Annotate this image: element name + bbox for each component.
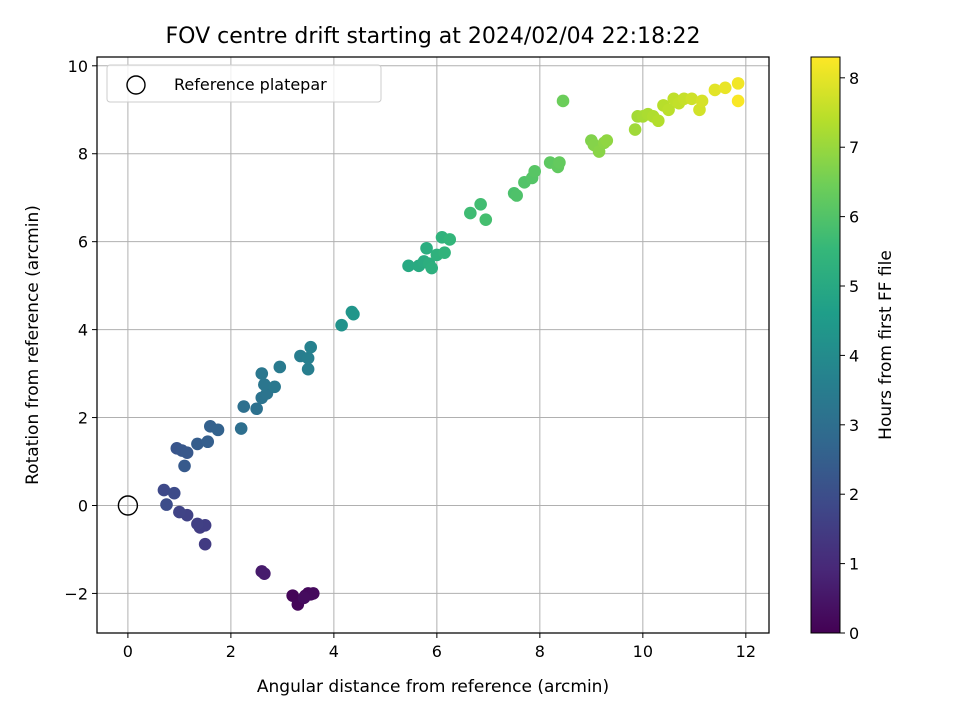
data-point xyxy=(443,233,457,246)
data-point xyxy=(191,517,204,531)
y-tick-label: 6 xyxy=(78,233,88,252)
data-point xyxy=(157,483,171,497)
data-point xyxy=(250,402,263,416)
legend: Reference platepar xyxy=(106,64,382,103)
data-point xyxy=(402,259,415,273)
data-point xyxy=(731,77,745,90)
chart-title: FOV centre drift starting at 2024/02/04 … xyxy=(166,24,701,49)
data-point xyxy=(167,486,181,500)
data-point xyxy=(553,156,566,169)
data-point xyxy=(255,367,269,380)
colorbar-tick-label: 5 xyxy=(849,277,859,296)
y-axis-label: Rotation from reference (arcmin) xyxy=(23,205,43,485)
data-point xyxy=(420,241,433,255)
data-point xyxy=(178,459,191,473)
x-tick-label: 2 xyxy=(226,642,236,661)
data-point xyxy=(304,340,318,354)
data-point xyxy=(335,318,348,332)
colorbar-tick-label: 1 xyxy=(849,555,859,574)
colorbar-tick-label: 0 xyxy=(849,624,859,643)
y-tick-label: 4 xyxy=(78,321,88,340)
colorbar-tick-label: 6 xyxy=(849,208,859,227)
data-point xyxy=(651,114,665,128)
data-point xyxy=(628,123,642,136)
data-point xyxy=(347,307,360,321)
data-point xyxy=(258,567,271,580)
data-point xyxy=(718,81,732,95)
data-points xyxy=(157,77,745,611)
data-point xyxy=(198,537,212,551)
y-tick-label: 10 xyxy=(68,57,88,76)
data-point xyxy=(438,246,451,259)
colorbar xyxy=(810,56,841,634)
data-point xyxy=(273,360,287,374)
x-tick-label: 6 xyxy=(432,642,442,661)
data-point xyxy=(237,400,251,413)
data-point xyxy=(211,423,225,437)
data-point xyxy=(695,94,709,108)
data-point xyxy=(425,261,439,275)
data-point xyxy=(160,498,173,511)
data-point xyxy=(297,591,311,605)
data-point xyxy=(301,362,315,376)
x-axis-label: Angular distance from reference (arcmin) xyxy=(257,677,609,697)
x-tick-label: 12 xyxy=(736,642,756,661)
data-point xyxy=(600,134,614,147)
colorbar-tick-label: 2 xyxy=(849,485,859,504)
y-tick-label: −2 xyxy=(64,584,88,603)
axis-ticks: 0 2 4 6 8 10 12 −2 0 2 4 6 8 10 xyxy=(64,57,756,661)
data-point xyxy=(708,83,722,97)
data-point xyxy=(180,446,194,460)
data-point xyxy=(234,422,248,435)
data-point xyxy=(474,197,487,211)
data-point xyxy=(479,213,493,226)
data-point xyxy=(173,505,186,519)
legend-open-circle-icon xyxy=(126,75,146,95)
data-point xyxy=(662,103,675,117)
reference-marker xyxy=(117,495,139,516)
grid-lines xyxy=(97,57,769,633)
legend-label: Reference platepar xyxy=(174,75,327,94)
y-tick-label: 2 xyxy=(78,409,88,428)
plot-area-frame xyxy=(96,56,770,634)
data-point xyxy=(528,165,542,178)
data-point xyxy=(258,378,271,391)
x-tick-label: 8 xyxy=(535,642,545,661)
data-point xyxy=(685,92,699,106)
colorbar-tick-label: 4 xyxy=(849,346,859,365)
x-tick-label: 4 xyxy=(329,642,339,661)
data-point xyxy=(556,94,570,108)
colorbar-ticks: 0 1 2 3 4 5 6 7 8 xyxy=(840,69,859,643)
data-point xyxy=(268,380,281,394)
colorbar-tick-label: 7 xyxy=(849,138,859,157)
y-tick-label: 8 xyxy=(78,145,88,164)
colorbar-tick-label: 8 xyxy=(849,69,859,88)
colorbar-label: Hours from first FF file xyxy=(876,250,896,440)
x-tick-label: 10 xyxy=(633,642,653,661)
data-point xyxy=(731,94,745,108)
colorbar-tick-label: 3 xyxy=(849,416,859,435)
y-tick-label: 0 xyxy=(78,496,88,515)
reference-platepar-marker xyxy=(117,495,139,516)
data-point xyxy=(191,437,204,451)
x-tick-label: 0 xyxy=(123,642,133,661)
data-point xyxy=(510,189,523,202)
data-point xyxy=(201,435,215,449)
data-point xyxy=(301,351,315,365)
legend-box xyxy=(106,64,382,103)
data-point xyxy=(464,206,477,220)
